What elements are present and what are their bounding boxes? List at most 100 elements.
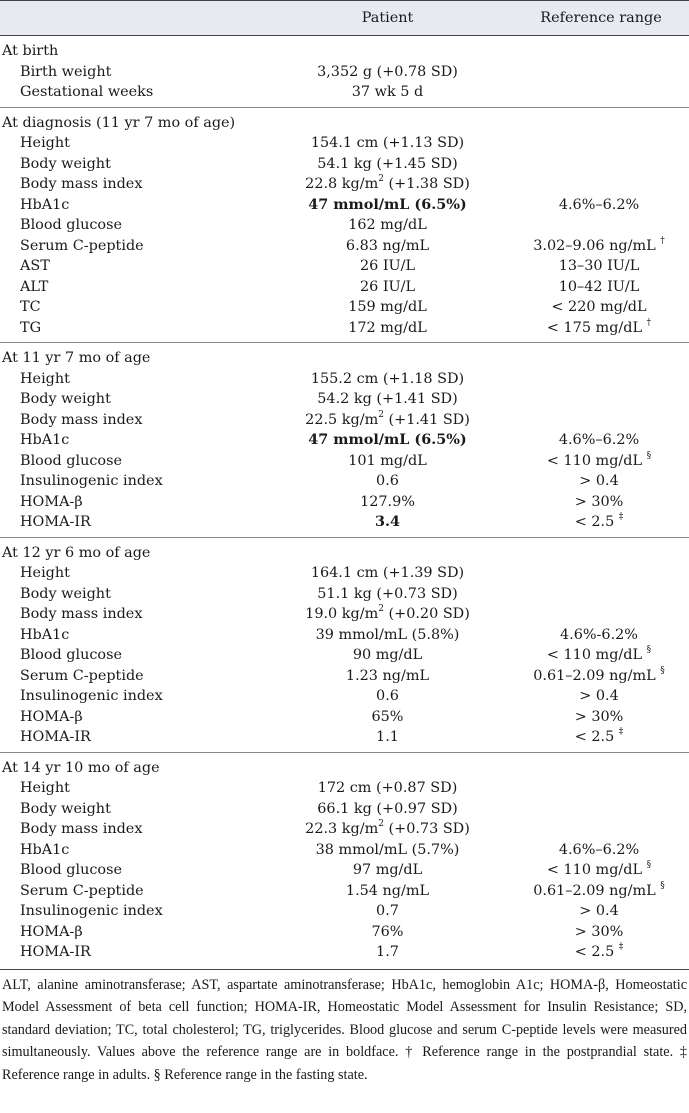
table-row: HOMA-β 127.9% > 30%: [0, 492, 689, 513]
patient-value: 159 mg/dL: [348, 299, 427, 315]
patient-value: 1.54 ng/mL: [345, 882, 430, 899]
table-row: HOMA-IR 1.1 < 2.5 ‡: [0, 727, 689, 752]
header-empty-cell: [0, 0, 262, 36]
table-row: Height 154.1 cm (+1.13 SD): [0, 133, 689, 154]
row-label: Blood glucose: [20, 647, 122, 663]
table-row: Body weight 54.1 kg (+1.45 SD): [0, 154, 689, 175]
table-row: Serum C-peptide 6.83 ng/mL 3.02–9.06 ng/mL…: [0, 236, 689, 257]
row-label: Insulinogenic index: [20, 903, 163, 919]
table-row: HOMA-IR 1.7 < 2.5 ‡: [0, 942, 689, 967]
patient-value: 39 mmol/mL (5.8%): [315, 626, 460, 643]
row-label: Body mass index: [20, 821, 143, 837]
patient-value: 65%: [371, 708, 404, 725]
reference-range-value: [513, 154, 689, 175]
table-row: HOMA-β 76% > 30%: [0, 922, 689, 943]
patient-value: 26 IU/L: [359, 258, 416, 274]
section-header-row: At 12 yr 6 mo of age: [0, 536, 689, 563]
reference-range-value: < 2.5 ‡: [574, 512, 624, 530]
table-row: Blood glucose 101 mg/dL < 110 mg/dL §: [0, 451, 689, 472]
reference-range-value: 4.6%–6.2%: [558, 841, 640, 858]
table-row: Gestational weeks 37 wk 5 d: [0, 82, 689, 107]
row-label: Height: [20, 135, 70, 151]
header-row: Patient Reference range: [0, 0, 689, 36]
table-row: HbA1c 47 mmol/mL (6.5%) 4.6%–6.2%: [0, 195, 689, 216]
reference-range-value: > 0.4: [579, 688, 619, 704]
reference-range-value: [513, 410, 689, 431]
patient-value: 154.1 cm (+1.13 SD): [310, 135, 465, 151]
row-label: Birth weight: [20, 63, 112, 80]
row-label: HbA1c: [20, 626, 70, 643]
section-title: At diagnosis (11 yr 7 mo of age): [0, 106, 689, 133]
reference-range-value: < 110 mg/dL §: [546, 860, 652, 878]
patient-value: 66.1 kg (+0.97 SD): [317, 800, 458, 817]
reference-range-value: [513, 82, 689, 107]
patient-value: 76%: [371, 923, 404, 940]
section-title: At 12 yr 6 mo of age: [0, 536, 689, 563]
table-row: Insulinogenic index 0.6 > 0.4: [0, 471, 689, 492]
table-row: Body mass index 22.8 kg/m2 (+1.38 SD): [0, 174, 689, 195]
table-row: Body mass index 22.3 kg/m2 (+0.73 SD): [0, 819, 689, 840]
table-row: HbA1c 38 mmol/mL (5.7%) 4.6%–6.2%: [0, 840, 689, 861]
reference-range-value: [513, 389, 689, 410]
reference-range-value: > 30%: [574, 493, 624, 510]
row-label: HOMA-β: [20, 923, 83, 940]
table-row: HbA1c 47 mmol/mL (6.5%) 4.6%–6.2%: [0, 430, 689, 451]
reference-range-value: 0.61–2.09 ng/mL §: [533, 880, 665, 899]
patient-value: 172 mg/dL: [348, 319, 427, 336]
patient-value: 19.0 kg/m2 (+0.20 SD): [305, 604, 470, 622]
row-label: Height: [20, 565, 70, 581]
row-label: Body mass index: [20, 411, 143, 428]
patient-value: 1.1: [376, 729, 399, 745]
header-patient: Patient: [262, 0, 513, 36]
patient-value: 90 mg/dL: [352, 647, 423, 663]
row-label: AST: [20, 258, 50, 274]
reference-range-value: [513, 584, 689, 605]
reference-range-value: > 30%: [574, 708, 624, 725]
patient-value: 3.4: [374, 513, 401, 530]
row-label: Insulinogenic index: [20, 473, 163, 489]
row-label: Body weight: [20, 585, 111, 602]
table-row: Body mass index 19.0 kg/m2 (+0.20 SD): [0, 604, 689, 625]
row-label: Body weight: [20, 391, 111, 407]
row-label: Gestational weeks: [20, 84, 154, 100]
reference-range-value: [513, 133, 689, 154]
patient-value: 162 mg/dL: [348, 217, 427, 233]
row-label: HOMA-β: [20, 493, 83, 510]
reference-range-value: [513, 778, 689, 799]
reference-range-value: < 2.5 ‡: [574, 942, 624, 960]
table-row: Body weight 66.1 kg (+0.97 SD): [0, 799, 689, 820]
table-row: AST 26 IU/L 13–30 IU/L: [0, 256, 689, 277]
row-label: Body mass index: [20, 176, 143, 192]
patient-value: 97 mg/dL: [352, 862, 423, 878]
row-label: HbA1c: [20, 196, 70, 213]
table-row: Serum C-peptide 1.23 ng/mL 0.61–2.09 ng/mL…: [0, 666, 689, 687]
patient-value: 51.1 kg (+0.73 SD): [317, 585, 458, 602]
table-row: Birth weight 3,352 g (+0.78 SD): [0, 62, 689, 83]
row-label: Blood glucose: [20, 452, 122, 469]
section-title: At 11 yr 7 mo of age: [0, 342, 689, 369]
table-row: HOMA-IR 3.4 < 2.5 ‡: [0, 512, 689, 537]
reference-range-value: > 30%: [574, 923, 624, 940]
row-label: HbA1c: [20, 432, 70, 448]
row-label: HOMA-IR: [20, 944, 91, 960]
row-label: Body weight: [20, 155, 111, 172]
reference-range-value: [513, 819, 689, 840]
patient-value: 54.1 kg (+1.45 SD): [317, 155, 458, 172]
row-label: Blood glucose: [20, 217, 122, 233]
patient-value: 101 mg/dL: [348, 452, 427, 469]
patient-value: 0.6: [376, 473, 399, 489]
patient-value: 127.9%: [360, 493, 415, 510]
patient-value: 54.2 kg (+1.41 SD): [317, 391, 458, 407]
table-row: Body weight 54.2 kg (+1.41 SD): [0, 389, 689, 410]
reference-range-value: 4.6%–6.2%: [558, 196, 640, 213]
patient-value: 172 cm (+0.87 SD): [317, 780, 458, 796]
table-row: HOMA-β 65% > 30%: [0, 707, 689, 728]
patient-value: 22.3 kg/m2 (+0.73 SD): [305, 819, 470, 837]
row-label: Height: [20, 370, 70, 387]
table-body: At birth Birth weight 3,352 g (+0.78 SD) Ge…: [0, 36, 689, 967]
table-row: Insulinogenic index 0.6 > 0.4: [0, 686, 689, 707]
reference-range-value: 0.61–2.09 ng/mL §: [533, 665, 665, 684]
table-row: Height 164.1 cm (+1.39 SD): [0, 563, 689, 584]
section-title: At birth: [2, 43, 59, 59]
